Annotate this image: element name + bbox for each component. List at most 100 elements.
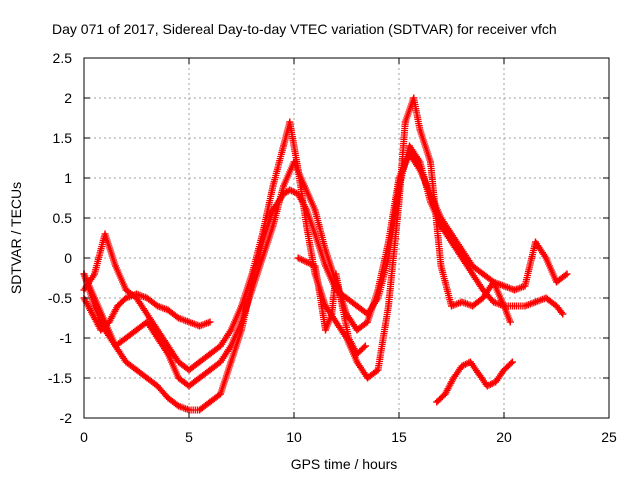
y-tick-label: -2 [60,410,73,426]
y-tick-label: -1 [60,330,73,346]
data-point [475,370,483,378]
data-point [401,118,409,126]
data-point [122,358,130,366]
y-tick-label: -1.5 [48,370,72,386]
data-point [469,270,476,278]
data-point [532,298,539,306]
data-point [441,390,449,398]
data-point [217,390,224,398]
data-point [105,318,113,326]
data-point [332,318,340,326]
data-point [112,262,119,270]
data-point [563,270,571,278]
data-point [508,358,516,366]
data-point [500,366,508,374]
data-point [101,230,109,238]
data-point [303,222,311,230]
data-point [353,350,361,358]
data-point [175,314,182,322]
data-point [315,286,323,294]
series-track-6 [433,358,516,406]
data-point [97,326,105,334]
data-point [164,306,172,314]
data-point [406,150,413,158]
data-point [469,262,476,270]
data-point [364,318,371,326]
data-point [206,366,214,374]
data-point [196,358,203,366]
data-point [91,270,98,278]
data-point [532,238,539,246]
data-point [511,302,518,310]
data-point [154,334,161,342]
y-tick-label: 1 [64,170,72,186]
data-point [353,302,361,310]
data-point [206,318,214,326]
data-point [112,342,119,350]
data-point [450,374,458,382]
data-point [175,358,182,366]
x-tick-label: 25 [601,429,617,445]
data-point [328,310,336,318]
data-point [311,230,319,238]
data-point [500,282,508,290]
data-point [433,398,441,406]
data-point [154,382,161,390]
data-point [196,374,203,382]
data-point [88,310,96,318]
data-point [345,334,353,342]
data-point [154,302,161,310]
data-point [164,394,172,402]
data-point [217,342,224,350]
data-point [196,322,203,330]
data-point [227,342,235,350]
data-point [500,302,508,310]
data-point [122,294,130,302]
data-point [542,294,550,302]
data-point [143,294,151,302]
data-point [479,270,487,278]
data-point [385,302,392,310]
data-point [217,358,224,366]
data-point [196,406,203,414]
y-axis-title: SDTVAR / TECUs [8,182,24,294]
data-point [290,158,298,166]
data-point [303,258,311,266]
data-point [286,186,294,194]
plot-frame [83,57,610,419]
grid-layer [84,58,609,418]
x-tick-label: 20 [496,429,512,445]
data-point [185,366,193,374]
data-point [385,238,392,246]
data-point [185,382,193,390]
data-point [427,158,434,166]
tick-layer: -2 -1.5 -1 -0.5 0 0.5 1 1.5 2 2.5 0 5 10 15 20 25 [48,50,617,445]
data-point [353,326,361,334]
x-tick-label: 15 [391,429,407,445]
data-point [458,246,466,254]
data-point [483,382,491,390]
data-point [238,318,245,326]
data-point [301,182,308,190]
data-point [559,310,567,318]
data-point [416,126,424,134]
series-track-5 [294,254,369,358]
data-point [466,358,474,366]
data-point [490,298,497,306]
data-point [259,254,266,262]
data-point [133,290,140,298]
data-point [185,318,193,326]
data-point [133,366,140,374]
x-tick-label: 5 [185,429,193,445]
series-track-1 [80,142,567,414]
data-point [410,94,418,102]
data-point [437,214,445,222]
data-point [294,254,302,262]
data-point [143,374,151,382]
data-point [332,270,340,278]
data-point [248,286,256,294]
data-point [227,358,235,366]
data-point [269,182,277,190]
data-point [322,246,329,254]
data-point [479,294,487,302]
